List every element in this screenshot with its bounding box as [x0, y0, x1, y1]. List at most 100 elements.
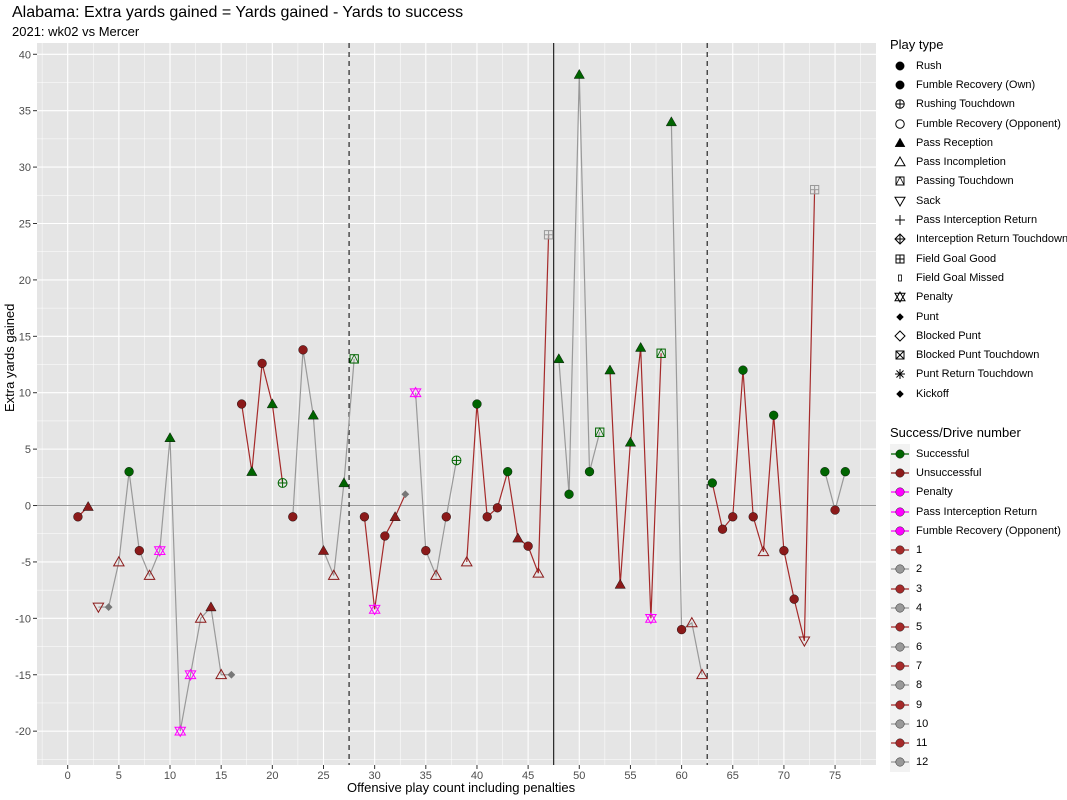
legend-play-label: Rush — [916, 59, 942, 72]
play-point-43 — [503, 467, 513, 477]
legend-success-label: 2 — [916, 563, 923, 576]
legend-play-item: Pass Incompletion — [890, 152, 1067, 171]
legend-success-item: 2 — [890, 559, 1061, 580]
play-point-27 — [338, 477, 350, 488]
chart-subtitle: 2021: wk02 vs Mercer — [12, 24, 140, 39]
legend-success-item: 4 — [890, 598, 1061, 618]
legend-play-item: Sack — [890, 191, 1067, 210]
legend-play-item: Fumble Recovery (Opponent) — [890, 114, 1067, 133]
legend-play-key — [890, 345, 910, 364]
play-point-36 — [429, 569, 443, 580]
legend-play-label: Pass Interception Return — [916, 214, 1038, 227]
x-tick-label: 30 — [369, 770, 381, 782]
play-point-9 — [153, 544, 166, 557]
legend-success-label: 10 — [916, 717, 929, 730]
y-tick-label: -5 — [21, 557, 31, 569]
y-tick-label: 30 — [19, 162, 31, 174]
legend-success-item: 6 — [890, 636, 1061, 657]
play-point-50 — [573, 68, 585, 79]
play-point-34 — [409, 386, 422, 399]
legend-success-key — [890, 501, 910, 522]
play-point-61 — [685, 616, 698, 628]
y-tick-label: -15 — [15, 670, 31, 682]
legend-success-key — [890, 752, 910, 773]
legend-play-item: Rush — [890, 56, 1067, 75]
play-point-8 — [143, 569, 156, 580]
legend-success-item: 1 — [890, 540, 1061, 560]
legend-play-item: Interception Return Touchdown — [890, 230, 1067, 249]
play-point-10 — [164, 432, 176, 442]
legend-success-key — [890, 656, 910, 676]
play-point-66 — [738, 365, 748, 375]
chart-title: Alabama: Extra yards gained = Yards gain… — [12, 4, 464, 21]
x-tick-label: 10 — [164, 770, 176, 782]
play-point-39 — [460, 555, 473, 567]
legend-success-drive-items: Successful Unsuccessful Penalty Pass Interc… — [890, 444, 1061, 773]
legend-success-key — [890, 733, 910, 753]
y-tick-label: 35 — [19, 106, 31, 118]
play-point-60 — [676, 625, 687, 635]
legend-play-label: Penalty — [916, 291, 953, 304]
play-point-2 — [82, 501, 94, 511]
legend-play-label: Rushing Touchdown — [916, 98, 1015, 111]
play-point-25 — [317, 545, 330, 555]
legend-success-item: 3 — [890, 579, 1061, 599]
play-point-74 — [820, 467, 830, 477]
drive-line-11 — [711, 189, 816, 642]
play-point-11 — [174, 724, 187, 738]
play-point-37 — [441, 512, 451, 522]
legend-success-key — [890, 598, 910, 618]
play-point-44 — [512, 532, 524, 543]
legend-success-label: 1 — [916, 544, 923, 557]
legend-success-key — [890, 540, 910, 560]
play-point-13 — [194, 612, 207, 623]
play-point-23 — [298, 345, 308, 355]
play-point-65 — [728, 512, 738, 522]
legend-play-key — [890, 114, 910, 133]
legend-play-key — [890, 152, 910, 171]
legend-success-key — [890, 636, 910, 657]
y-tick-label: 25 — [19, 219, 31, 231]
legend-success-item: Fumble Recovery (Opponent) — [890, 521, 1061, 541]
play-point-40 — [472, 399, 482, 409]
play-point-67 — [748, 512, 758, 522]
legend-play-label: Fumble Recovery (Own) — [916, 78, 1036, 91]
legend-success-label: 6 — [916, 640, 923, 653]
legend-success-drive-title: Success/Drive number — [890, 425, 1021, 440]
play-point-14 — [205, 601, 217, 612]
play-point-35 — [421, 546, 431, 556]
play-point-68 — [757, 545, 770, 557]
legend-success-item: 9 — [890, 694, 1061, 715]
legend-play-key — [890, 133, 910, 152]
play-point-59 — [665, 116, 677, 127]
play-point-41 — [482, 512, 492, 522]
play-point-1 — [73, 512, 83, 522]
legend-play-label: Sack — [916, 194, 941, 207]
play-point-16 — [227, 670, 236, 679]
play-point-56 — [635, 341, 647, 352]
legend-play-item: Kickoff — [890, 384, 1067, 403]
play-point-7 — [134, 546, 144, 556]
play-point-75 — [830, 505, 840, 515]
play-point-19 — [257, 358, 267, 369]
x-tick-label: 40 — [471, 770, 483, 782]
play-point-29 — [359, 512, 370, 522]
play-point-53 — [604, 364, 616, 375]
legend-play-label: Field Goal Good — [916, 252, 997, 265]
legend-success-key — [890, 675, 910, 695]
legend-play-label: Field Goal Missed — [916, 271, 1005, 284]
legend-success-key — [890, 444, 910, 464]
play-point-64 — [717, 524, 728, 534]
drive-line-9 — [609, 347, 662, 619]
play-point-46 — [532, 567, 545, 578]
play-point-4 — [104, 603, 113, 611]
legend-play-key — [890, 288, 910, 307]
legend-play-key — [890, 210, 910, 229]
legend-success-key — [890, 694, 910, 715]
legend-play-key — [890, 384, 910, 403]
legend-play-key — [890, 365, 910, 384]
play-point-32 — [389, 511, 401, 521]
x-tick-label: 45 — [522, 770, 534, 782]
legend-success-item: Pass Interception Return — [890, 501, 1061, 522]
x-tick-label: 25 — [317, 770, 329, 782]
